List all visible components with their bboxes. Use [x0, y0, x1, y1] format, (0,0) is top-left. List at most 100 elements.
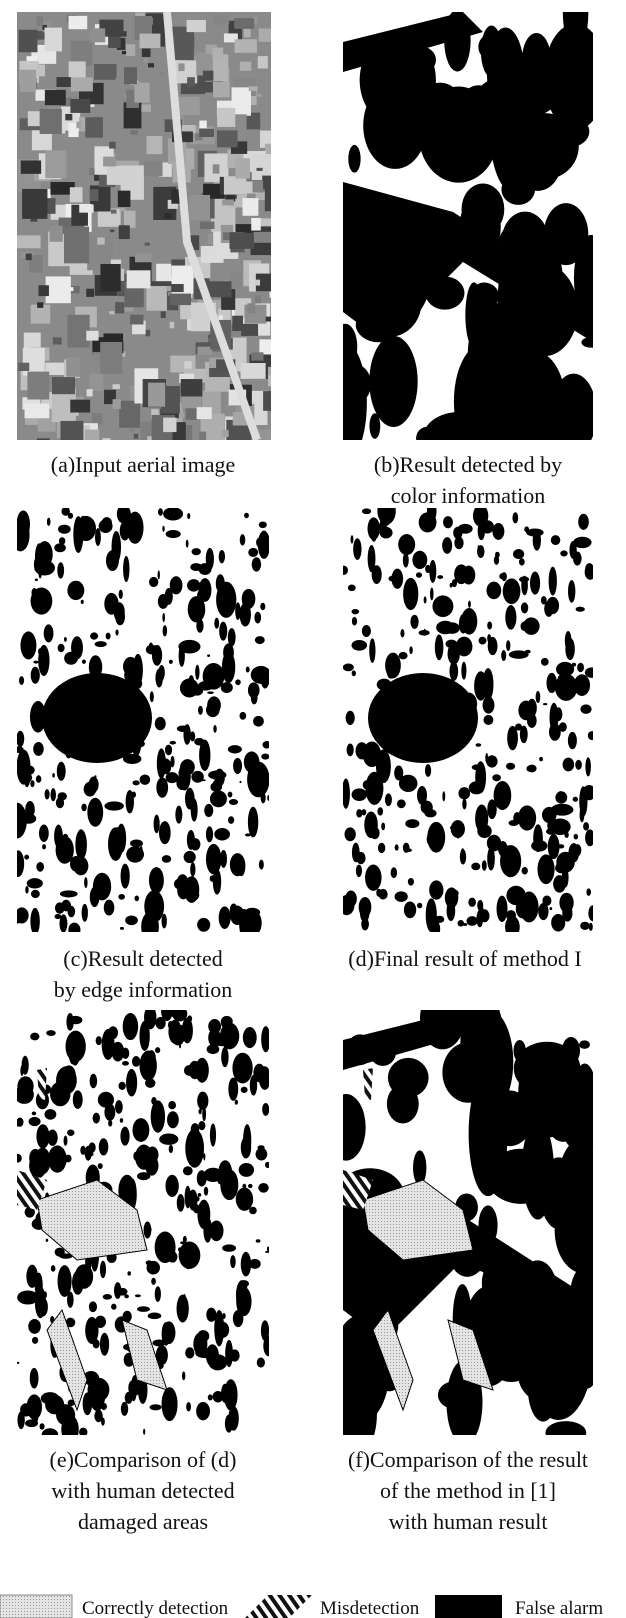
image-block: [147, 136, 163, 154]
image-blob: [101, 1403, 107, 1410]
image-blob: [588, 731, 596, 740]
image-blob: [573, 797, 578, 802]
image-blob: [460, 989, 503, 1097]
image-blob: [443, 516, 453, 528]
image-blob: [35, 543, 44, 571]
image-block: [235, 39, 257, 53]
image-blob: [483, 715, 493, 725]
image-blob: [573, 552, 582, 566]
image-block: [45, 90, 66, 105]
image-blob: [81, 600, 84, 604]
image-blob: [64, 652, 78, 665]
image-blob: [40, 1423, 45, 1429]
image-blob: [352, 788, 367, 801]
image-blob: [461, 848, 465, 859]
image-blob: [145, 1078, 155, 1088]
image-blob: [31, 890, 40, 898]
panel-image: [17, 12, 289, 460]
image-blob: [95, 528, 101, 546]
image-blob: [568, 732, 577, 749]
panel-caption: damaged areas: [78, 1509, 208, 1534]
image-blob: [155, 1286, 161, 1302]
image-blob: [477, 824, 491, 838]
image-block: [145, 243, 150, 246]
image-blob: [167, 1111, 179, 1128]
image-blob: [559, 893, 573, 913]
image-block: [79, 204, 93, 212]
image-blob: [207, 1044, 220, 1054]
image-blob: [20, 631, 36, 659]
image-block: [224, 176, 246, 194]
image-blob: [232, 1053, 252, 1084]
image-blob: [42, 1428, 59, 1441]
image-blob: [161, 1001, 173, 1022]
image-blob: [241, 1087, 248, 1093]
image-block: [115, 302, 124, 313]
image-blob: [494, 781, 512, 810]
image-blob: [228, 1406, 238, 1431]
image-blob: [20, 1403, 32, 1416]
image-blob: [44, 624, 54, 642]
image-block: [244, 28, 251, 38]
image-block: [36, 16, 43, 26]
image-blob: [82, 904, 88, 922]
image-block: [45, 150, 66, 178]
image-blob: [165, 745, 172, 756]
panel-image: [314, 987, 620, 1465]
image-blob: [64, 637, 67, 642]
image-blob: [265, 1164, 270, 1168]
image-blob: [185, 788, 195, 810]
image-block: [199, 129, 214, 137]
image-block: [100, 342, 122, 374]
image-blob: [340, 566, 348, 575]
image-blob: [468, 898, 476, 907]
image-block: [113, 399, 121, 409]
image-block: [20, 70, 36, 92]
image-blob: [58, 644, 65, 653]
image-blob: [265, 1251, 269, 1253]
panel-caption: (d)Final result of method I: [348, 946, 581, 971]
image-blob: [190, 731, 195, 741]
image-blob: [242, 589, 256, 609]
image-blob: [563, 1110, 584, 1148]
image-blob: [248, 1184, 253, 1188]
figure: (a)Input aerial image(b)Result detected …: [0, 0, 626, 1618]
image-blob: [59, 537, 65, 544]
image-block: [70, 400, 90, 413]
image-blob: [576, 607, 585, 612]
image-block: [87, 389, 93, 396]
image-block: [38, 285, 48, 296]
image-block: [36, 64, 44, 76]
image-blob: [492, 523, 504, 540]
image-blob: [267, 795, 270, 801]
image-blob: [259, 860, 264, 870]
image-blob: [206, 826, 213, 842]
image-blob: [42, 673, 152, 763]
image-blob: [206, 1308, 216, 1322]
image-blob: [182, 1371, 185, 1380]
image-blob: [144, 1221, 152, 1238]
image-blob: [177, 1295, 189, 1323]
image-blob: [239, 1163, 254, 1177]
image-blob: [178, 1247, 182, 1251]
image-blob: [133, 780, 140, 785]
image-blob: [160, 758, 171, 774]
image-blob: [487, 621, 492, 629]
image-blob: [210, 790, 227, 807]
image-blob: [216, 1322, 229, 1338]
image-blob: [215, 1039, 228, 1046]
image-blob: [395, 844, 399, 850]
image-blob: [177, 1194, 185, 1212]
image-blob: [549, 567, 557, 596]
image-blob: [545, 1421, 586, 1444]
image-blob: [416, 572, 422, 577]
image-blob: [132, 1056, 140, 1067]
image-blob: [106, 633, 111, 640]
image-blob: [410, 615, 418, 629]
image-blob: [379, 519, 387, 534]
image-blob: [31, 667, 40, 684]
image-blob: [519, 558, 525, 565]
image-blob: [98, 1092, 114, 1108]
image-blob: [348, 584, 356, 591]
image-blob: [220, 850, 227, 868]
